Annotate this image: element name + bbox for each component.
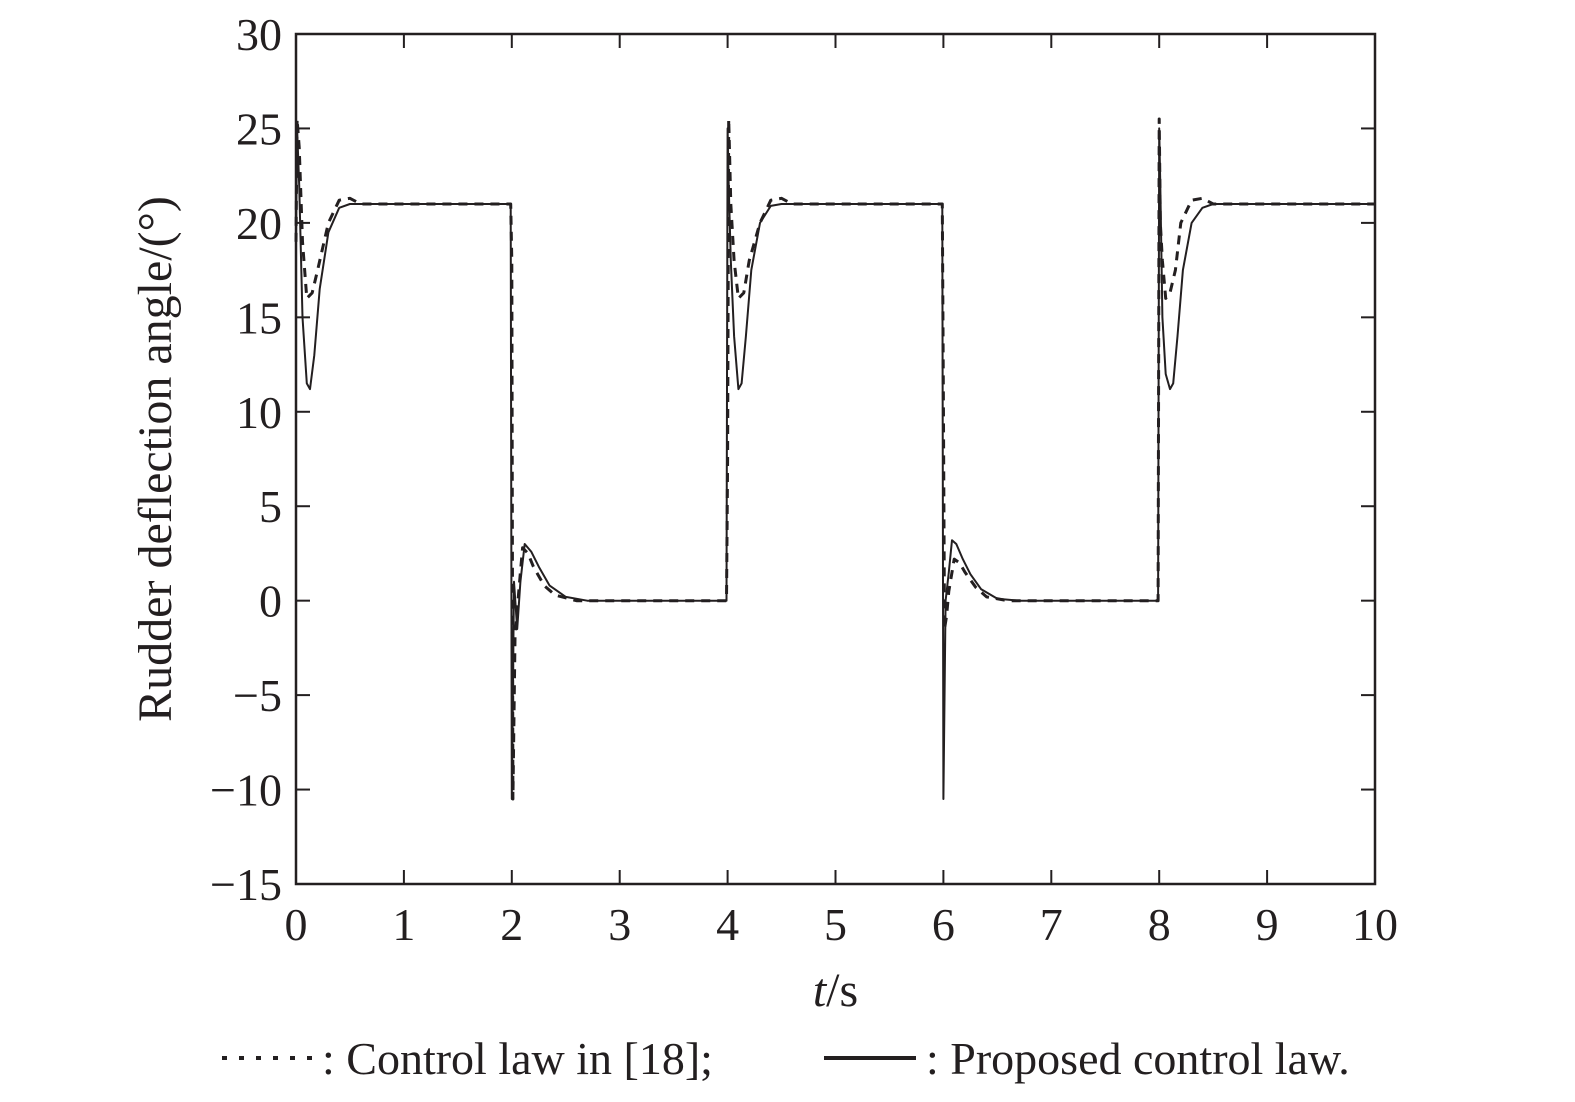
plot-area-frame — [294, 32, 1377, 886]
x-axis-label-unit: /s — [826, 964, 858, 1017]
y-tick-label: 20 — [236, 198, 282, 249]
y-tick-label: 10 — [236, 387, 282, 438]
x-tick-label: 8 — [1148, 899, 1171, 950]
x-axis-label-variable: t — [813, 964, 828, 1017]
y-tick-label: −10 — [210, 765, 282, 816]
x-tick-label: 5 — [824, 899, 847, 950]
x-tick-label: 6 — [932, 899, 955, 950]
legend-label-control-law-18: : Control law in [18]; — [322, 1033, 713, 1084]
tick-layer: 0 1 2 3 4 5 6 7 8 9 10 −15 −10 −5 0 5 10 15 20 25 30 — [210, 9, 1398, 950]
y-tick-label: 30 — [236, 9, 282, 60]
legend-label-proposed-control-law: : Proposed control law. — [926, 1033, 1350, 1084]
x-tick-label: 9 — [1256, 899, 1279, 950]
series-line-control-law-18 — [294, 117, 1375, 801]
x-tick-label: 3 — [608, 899, 631, 950]
y-tick-label: −5 — [233, 670, 282, 721]
x-axis-label: t/s — [813, 964, 858, 1017]
y-tick-label: −15 — [210, 859, 282, 910]
y-tick-label: 0 — [259, 576, 282, 627]
x-tick-label: 4 — [716, 899, 739, 950]
y-axis-label: Rudder deflection angle/(°) — [129, 196, 182, 722]
y-tick-label: 15 — [236, 292, 282, 343]
x-tick-label: 1 — [392, 899, 415, 950]
x-tick-label: 2 — [500, 899, 523, 950]
y-tick-label: 5 — [259, 481, 282, 532]
x-tick-label: 10 — [1352, 899, 1398, 950]
series-layer — [294, 117, 1375, 801]
series-line-proposed-control-law — [295, 127, 1375, 800]
x-tick-label: 7 — [1040, 899, 1063, 950]
y-tick-label: 25 — [236, 103, 282, 154]
x-tick-label: 0 — [285, 899, 308, 950]
legend: : Control law in [18]; : Proposed contro… — [222, 1033, 1350, 1084]
